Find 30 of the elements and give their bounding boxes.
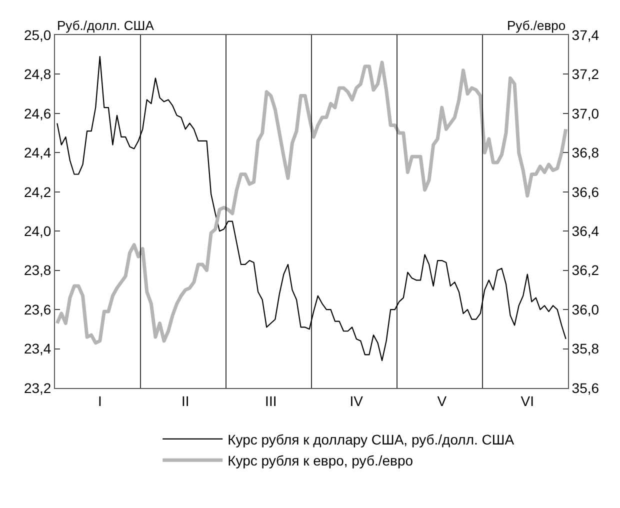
y2-tick-label: 37,2	[572, 66, 600, 82]
y-tick-label: 24,0	[24, 223, 52, 240]
y-tick-label: 23,8	[24, 262, 52, 278]
y-axis-title: Руб./долл. США	[57, 18, 154, 33]
y-tick-label: 24,8	[24, 66, 52, 82]
y2-tick-label: 36,4	[572, 223, 600, 240]
y2-tick-label: 36,8	[572, 144, 600, 161]
y2-tick-label: 35,8	[572, 340, 600, 357]
legend-label: Курс рубля к евро, руб./евро	[228, 452, 414, 469]
y-tick-label: 24,4	[24, 144, 52, 161]
x-tick-label: II	[182, 392, 190, 409]
y2-tick-label: 36,2	[572, 262, 600, 278]
y2-tick-label: 37,4	[572, 26, 600, 43]
x-tick-label: I	[98, 392, 102, 409]
x-tick-label: V	[437, 392, 448, 409]
y2-tick-label: 37,0	[572, 105, 600, 122]
x-tick-label: IV	[350, 392, 364, 409]
y2-tick-label: 35,6	[572, 380, 600, 396]
legend-label: Курс рубля к доллару США, руб./долл. США	[228, 431, 515, 448]
y2-tick-label: 36,0	[572, 301, 600, 318]
y-tick-label: 24,6	[24, 105, 52, 122]
y-tick-label: 24,2	[24, 184, 52, 200]
y2-tick-label: 36,6	[572, 184, 600, 200]
y2-axis-title: Руб./евро	[507, 18, 566, 33]
x-tick-label: VI	[520, 392, 534, 409]
y-tick-label: 23,6	[24, 301, 52, 318]
y-tick-label: 25,0	[24, 26, 52, 43]
y-tick-label: 23,2	[24, 380, 52, 396]
x-tick-label: III	[265, 392, 277, 409]
y-tick-label: 23,4	[24, 340, 52, 357]
